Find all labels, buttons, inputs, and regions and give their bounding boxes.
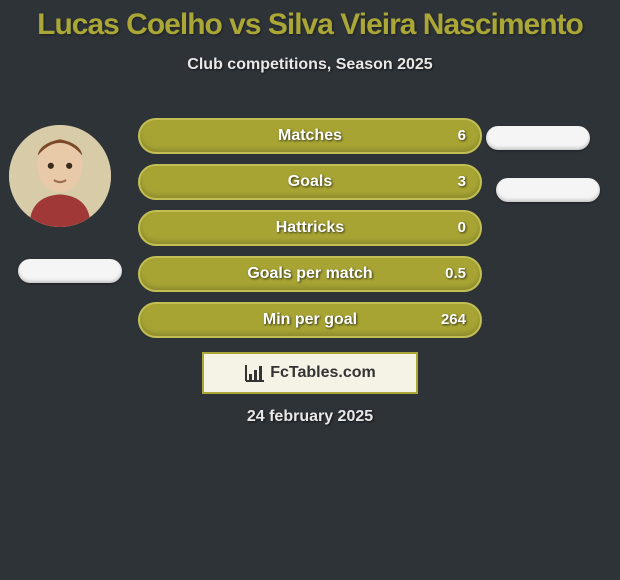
- stat-label: Goals: [140, 166, 480, 198]
- footer-brand-box: FcTables.com: [202, 352, 418, 394]
- stat-row: Goals per match0.5: [138, 256, 482, 292]
- stat-label: Matches: [140, 120, 480, 152]
- stat-value: 6: [458, 120, 466, 152]
- stat-value: 0.5: [445, 258, 466, 290]
- stat-value: 3: [458, 166, 466, 198]
- page-title: Lucas Coelho vs Silva Vieira Nascimento: [0, 0, 620, 42]
- player-right-name-pill-1: [486, 126, 590, 150]
- stat-row: Goals3: [138, 164, 482, 200]
- stat-label: Goals per match: [140, 258, 480, 290]
- stat-value: 264: [441, 304, 466, 336]
- stat-row: Matches6: [138, 118, 482, 154]
- player-left-avatar: [9, 125, 111, 227]
- chart-icon: [244, 363, 266, 383]
- player-right-name-pill-2: [496, 178, 600, 202]
- stat-label: Hattricks: [140, 212, 480, 244]
- footer-brand-text: FcTables.com: [270, 364, 376, 382]
- stat-value: 0: [458, 212, 466, 244]
- subtitle: Club competitions, Season 2025: [0, 56, 620, 74]
- player-left-name-pill: [18, 259, 122, 283]
- footer-date: 24 february 2025: [0, 408, 620, 426]
- stats-list: Matches6Goals3Hattricks0Goals per match0…: [138, 118, 482, 348]
- avatar-placeholder-icon: [9, 125, 111, 227]
- stat-row: Hattricks0: [138, 210, 482, 246]
- stat-row: Min per goal264: [138, 302, 482, 338]
- stat-label: Min per goal: [140, 304, 480, 336]
